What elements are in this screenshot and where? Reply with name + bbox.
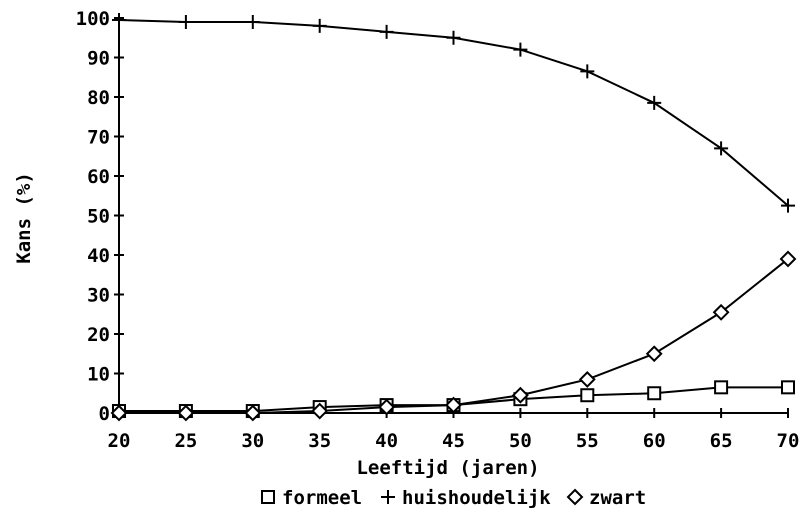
data-point-zwart	[712, 303, 730, 321]
data-point-formeel	[647, 386, 662, 401]
series-zwart	[110, 250, 797, 422]
y-tick-label: 90	[87, 48, 110, 70]
series-line-huishoudelijk	[118, 18, 789, 207]
legend-label-zwart: zwart	[589, 487, 646, 509]
x-tick-label: 45	[442, 430, 465, 452]
data-point-zwart	[779, 250, 797, 268]
axes	[118, 14, 788, 414]
x-axis-title: Leeftijd (jaren)	[356, 457, 539, 479]
legend-marker-huishoudelijk	[381, 490, 395, 504]
legend-item-formeel: formeel	[261, 487, 362, 509]
x-tick-label: 20	[108, 430, 131, 452]
x-tick-label: 60	[643, 430, 666, 452]
y-axis-title: Kans (%)	[13, 172, 35, 264]
data-point-huishoudelijk	[245, 14, 260, 29]
y-tick-label: 50	[87, 206, 110, 228]
x-tick-label: 25	[174, 430, 197, 452]
data-point-huishoudelijk	[513, 42, 528, 57]
legend-marker-zwart	[566, 488, 584, 506]
data-point-formeel	[580, 388, 595, 403]
data-point-formeel	[714, 380, 729, 395]
data-point-huishoudelijk	[312, 18, 327, 33]
x-tick-label: 65	[710, 430, 733, 452]
y-tick-label: 60	[87, 166, 110, 188]
data-point-huishoudelijk	[580, 64, 595, 79]
y-tick-label: 10	[87, 364, 110, 386]
y-tick-label: 80	[87, 87, 110, 109]
data-point-zwart	[578, 371, 596, 388]
data-point-huishoudelijk	[379, 24, 394, 39]
data-point-zwart	[244, 404, 262, 422]
legend-label-formeel: formeel	[282, 487, 362, 509]
legend-marker-formeel	[261, 490, 275, 504]
legend-item-huishoudelijk: huishoudelijk	[381, 487, 551, 509]
data-point-zwart	[378, 398, 396, 416]
y-tick-label: 20	[87, 324, 110, 346]
y-tick-label: 100	[76, 8, 110, 30]
data-point-huishoudelijk	[112, 12, 126, 27]
data-point-huishoudelijk	[647, 95, 662, 110]
data-point-zwart	[110, 404, 128, 422]
x-tick-label: 70	[777, 430, 799, 452]
x-tick-label: 35	[308, 430, 331, 452]
y-tick-label: 70	[87, 127, 110, 149]
data-point-huishoudelijk	[178, 14, 193, 29]
legend-item-zwart: zwart	[566, 487, 646, 509]
y-tick-label: 30	[87, 285, 110, 307]
data-point-zwart	[645, 345, 663, 363]
legend: formeel huishoudelijk zwart	[261, 487, 646, 509]
y-axis-ticks: 0 10 20 30 40 50 60 70 80 90 100	[76, 8, 124, 425]
data-point-huishoudelijk	[781, 198, 795, 213]
x-tick-label: 30	[241, 430, 264, 452]
data-point-zwart	[311, 402, 329, 420]
data-point-formeel	[781, 380, 795, 395]
data-point-huishoudelijk	[446, 30, 461, 45]
series-huishoudelijk	[112, 12, 795, 213]
x-tick-label: 40	[375, 430, 398, 452]
x-tick-label: 50	[509, 430, 532, 452]
y-tick-label: 0	[99, 403, 110, 425]
data-point-zwart	[511, 386, 529, 404]
legend-label-huishoudelijk: huishoudelijk	[402, 487, 551, 509]
data-point-huishoudelijk	[714, 141, 729, 156]
series-group	[110, 12, 797, 422]
x-axis-ticks: 20 25 30 35 40 45 50 55 60 65 70	[108, 408, 799, 452]
y-tick-label: 40	[87, 245, 110, 267]
data-point-zwart	[445, 396, 462, 414]
x-tick-label: 55	[576, 430, 599, 452]
data-point-zwart	[177, 404, 195, 422]
